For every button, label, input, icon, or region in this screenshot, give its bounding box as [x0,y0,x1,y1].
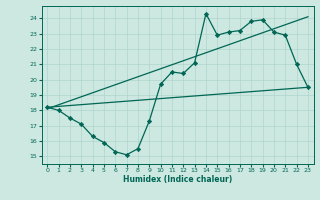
X-axis label: Humidex (Indice chaleur): Humidex (Indice chaleur) [123,175,232,184]
